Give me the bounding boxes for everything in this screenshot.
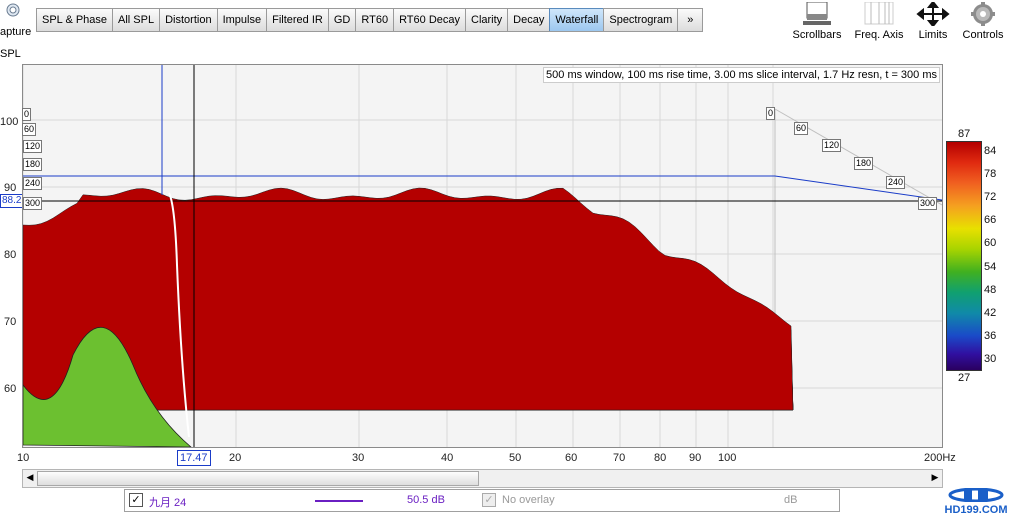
tab-spl-phase[interactable]: SPL & Phase — [36, 8, 114, 32]
overlay-label: No overlay — [502, 494, 555, 506]
y-tick-80: 80 — [4, 249, 17, 261]
waterfall-plot[interactable]: 500 ms window, 100 ms rise time, 3.00 ms… — [22, 64, 943, 448]
colorbar-tick-66: 66 — [984, 214, 997, 227]
measurement-name[interactable]: 九月 24 — [149, 497, 187, 509]
tab-decay[interactable]: Decay — [507, 8, 551, 32]
slice-label-right-240: 240 — [886, 176, 906, 189]
cursor-trace — [168, 192, 190, 438]
measurement-level: 50.5 dB — [407, 494, 445, 506]
limits-button[interactable]: Limits — [910, 0, 956, 41]
colorbar — [946, 141, 982, 371]
low-freq-lobe — [23, 326, 192, 447]
tab-bar-underline — [36, 31, 690, 32]
waterfall-surface — [23, 65, 942, 447]
cursor-level-readout: 88.2 — [0, 194, 24, 208]
colorbar-tick-30: 30 — [984, 353, 997, 365]
colorbar-tick-36: 36 — [984, 329, 997, 342]
cursor-hline-persp — [774, 175, 942, 201]
colorbar-min: 27 — [958, 372, 971, 384]
x-tick-80: 80 — [654, 452, 667, 464]
capture-icon[interactable] — [4, 2, 22, 18]
x-tick-40: 40 — [441, 452, 454, 464]
watermark-text: HD199.COM — [944, 504, 1008, 516]
gear-icon — [960, 0, 1006, 26]
tab-waterfall[interactable]: Waterfall — [549, 8, 605, 32]
x-tick-60: 60 — [565, 452, 578, 464]
slice-label-left-0: 0 — [22, 108, 32, 121]
colorbar-tick-78: 78 — [984, 168, 997, 181]
colorbar-tick-84: 84 — [984, 145, 997, 157]
slice-label-right-180: 180 — [854, 157, 874, 170]
colorbar-tick-60: 60 — [984, 237, 997, 250]
x-tick-100: 100 — [718, 452, 737, 464]
plot-info-text: 500 ms window, 100 ms rise time, 3.00 ms… — [543, 67, 940, 83]
slice-label-right-60: 60 — [794, 122, 809, 135]
x-tick-30: 30 — [352, 452, 365, 464]
slice-label-left-300: 300 — [23, 197, 43, 210]
colorbar-max: 87 — [958, 128, 971, 140]
slice-label-left-120: 120 — [23, 140, 43, 153]
x-tick-200hz: 200Hz — [924, 452, 956, 464]
x-tick-50: 50 — [509, 452, 522, 464]
horizontal-scrollbar[interactable]: ◀ ▶ — [22, 469, 943, 488]
y-tick-70: 70 — [4, 316, 17, 328]
overlay-unit: dB — [784, 494, 798, 506]
scroll-left-arrow[interactable]: ◀ — [26, 472, 34, 482]
measurement-line-swatch — [315, 500, 363, 502]
slice-label-right-0: 0 — [766, 107, 776, 120]
slice-label-left-180: 180 — [23, 158, 43, 171]
slice-label-right-120: 120 — [822, 139, 842, 152]
measurement-checkbox[interactable]: ✓ — [129, 493, 143, 507]
x-tick-10: 10 — [17, 452, 30, 464]
tab-filtered-ir[interactable]: Filtered IR — [266, 8, 329, 32]
controls-button[interactable]: Controls — [960, 0, 1006, 41]
scroll-right-arrow[interactable]: ▶ — [931, 472, 939, 482]
scrollbars-button[interactable]: Scrollbars — [788, 0, 846, 41]
limits-icon — [910, 0, 956, 26]
tab-clarity[interactable]: Clarity — [465, 8, 509, 32]
tab-all-spl[interactable]: All SPL — [112, 8, 161, 32]
measurement-legend: ✓ 九月 24 50.5 dB ✓ No overlay dB — [124, 489, 840, 512]
freq-axis-icon — [850, 0, 908, 26]
scroll-thumb[interactable] — [37, 471, 479, 486]
tab-distortion[interactable]: Distortion — [159, 8, 218, 32]
y-tick-90: 90 — [4, 182, 17, 194]
x-tick-90: 90 — [689, 452, 702, 464]
x-tick-70: 70 — [613, 452, 626, 464]
overlay-checkbox[interactable]: ✓ — [482, 493, 496, 507]
colorbar-tick-72: 72 — [984, 191, 997, 204]
tab-more[interactable]: » — [677, 8, 704, 32]
graph-tab-bar: SPL & Phase All SPL Distortion Impulse F… — [36, 8, 704, 32]
limits-label: Limits — [918, 29, 948, 41]
tab-rt60[interactable]: RT60 — [355, 8, 395, 32]
freq-axis-button[interactable]: Freq. Axis — [850, 0, 908, 41]
site-logo: HD199.COM — [940, 487, 1012, 516]
slice-label-left-240: 240 — [23, 177, 43, 190]
scrollbars-label: Scrollbars — [792, 29, 842, 41]
tab-rt60-decay[interactable]: RT60 Decay — [393, 8, 466, 32]
y-tick-100: 100 — [0, 116, 19, 128]
colorbar-tick-54: 54 — [984, 260, 997, 273]
controls-label: Controls — [962, 29, 1004, 41]
scrollbars-icon — [788, 0, 846, 26]
colorbar-tick-42: 42 — [984, 306, 997, 319]
slice-label-left-60: 60 — [22, 123, 37, 136]
waterfall-slice — [23, 187, 794, 411]
colorbar-tick-48: 48 — [984, 283, 997, 296]
slice-label-right-300: 300 — [918, 197, 938, 210]
capture-label[interactable]: apture — [0, 26, 32, 38]
y-tick-60: 60 — [4, 383, 17, 395]
cursor-freq-readout: 17.47 — [177, 450, 211, 466]
logo-mark-icon — [948, 487, 1004, 503]
freq-axis-label: Freq. Axis — [854, 29, 904, 41]
spl-axis-label: SPL — [0, 48, 21, 60]
tab-spectrogram[interactable]: Spectrogram — [603, 8, 679, 32]
x-tick-20: 20 — [229, 452, 242, 464]
tab-impulse[interactable]: Impulse — [216, 8, 268, 32]
tab-gd[interactable]: GD — [327, 8, 357, 32]
